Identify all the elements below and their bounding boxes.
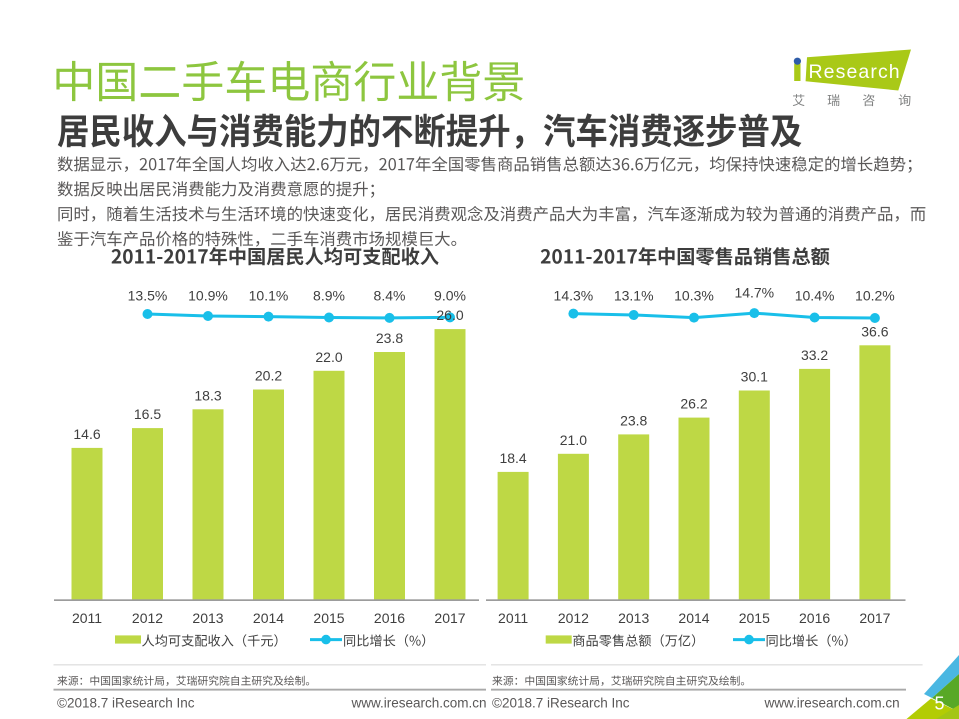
svg-text:www.iresearch.com.cn: www.iresearch.com.cn (764, 696, 900, 711)
svg-text:10.3%: 10.3% (674, 287, 714, 303)
svg-text:2013: 2013 (618, 610, 649, 626)
svg-text:20.2: 20.2 (255, 368, 282, 384)
svg-text:26.2: 26.2 (680, 396, 707, 412)
svg-text:©2018.7 iResearch Inc: ©2018.7 iResearch Inc (492, 696, 630, 711)
svg-text:26.0: 26.0 (436, 307, 463, 323)
svg-text:36.6: 36.6 (861, 323, 888, 339)
svg-text:14.6: 14.6 (73, 426, 100, 442)
svg-text:8.9%: 8.9% (313, 287, 345, 303)
svg-text:10.9%: 10.9% (188, 287, 228, 303)
svg-text:8.4%: 8.4% (374, 287, 406, 303)
svg-text:18.4: 18.4 (499, 450, 526, 466)
svg-text:2012: 2012 (132, 610, 163, 626)
svg-text:2015: 2015 (313, 610, 344, 626)
svg-text:30.1: 30.1 (741, 369, 768, 385)
svg-text:www.iresearch.com.cn: www.iresearch.com.cn (350, 696, 486, 711)
svg-text:Research: Research (809, 61, 901, 83)
svg-text:10.2%: 10.2% (855, 287, 895, 303)
svg-text:2013: 2013 (192, 610, 223, 626)
svg-text:13.1%: 13.1% (614, 287, 654, 303)
svg-text:2017: 2017 (434, 610, 465, 626)
svg-text:16.5: 16.5 (134, 406, 161, 422)
svg-text:14.3%: 14.3% (554, 287, 594, 303)
svg-text:5: 5 (934, 694, 944, 714)
svg-text:23.8: 23.8 (376, 330, 403, 346)
svg-text:21.0: 21.0 (560, 432, 587, 448)
svg-text:2014: 2014 (253, 610, 284, 626)
svg-text:23.8: 23.8 (620, 412, 647, 428)
svg-text:18.3: 18.3 (194, 387, 221, 403)
svg-text:33.2: 33.2 (801, 347, 828, 363)
svg-text:2015: 2015 (739, 610, 770, 626)
svg-text:9.0%: 9.0% (434, 287, 466, 303)
svg-text:10.1%: 10.1% (249, 287, 289, 303)
svg-text:2012: 2012 (558, 610, 589, 626)
svg-text:2014: 2014 (678, 610, 709, 626)
svg-text:2011: 2011 (498, 610, 528, 626)
svg-text:10.4%: 10.4% (795, 287, 835, 303)
svg-text:13.5%: 13.5% (128, 287, 168, 303)
svg-text:2011: 2011 (72, 610, 102, 626)
svg-text:2016: 2016 (374, 610, 405, 626)
svg-text:2017: 2017 (859, 610, 890, 626)
svg-text:©2018.7 iResearch Inc: ©2018.7 iResearch Inc (57, 696, 195, 711)
svg-text:14.7%: 14.7% (734, 284, 774, 300)
svg-text:22.0: 22.0 (315, 349, 342, 365)
svg-text:2016: 2016 (799, 610, 830, 626)
